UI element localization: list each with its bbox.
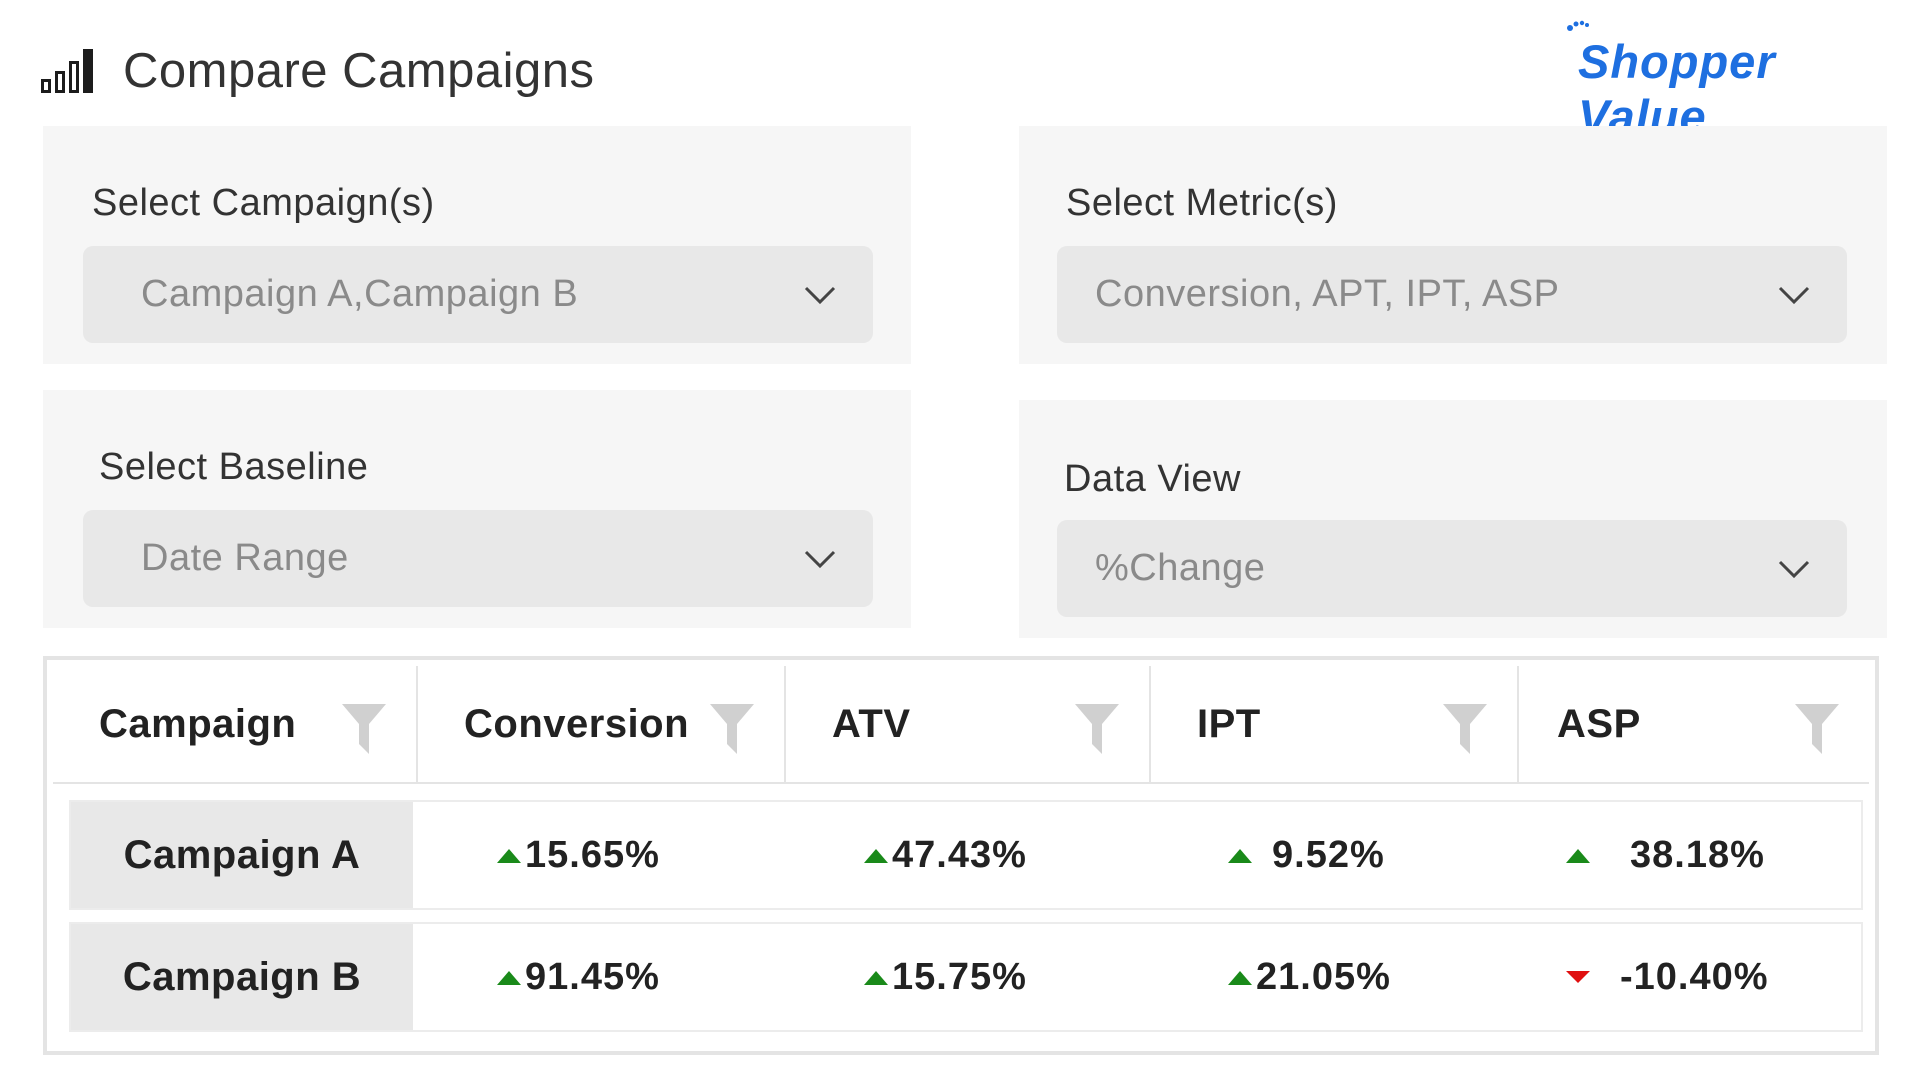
chevron-down-icon — [804, 550, 836, 568]
page-header: Compare Campaigns — [41, 38, 595, 104]
filter-icon[interactable] — [1443, 704, 1487, 754]
metric-cell-conversion: 15.65% — [497, 802, 660, 908]
metric-value: 15.75% — [892, 955, 1027, 998]
metric-value: 21.05% — [1256, 955, 1391, 998]
metric-cell-asp: 38.18% — [1566, 802, 1765, 908]
metric-value: 15.65% — [525, 833, 660, 876]
campaign-select-value: Campaign A,Campaign B — [141, 273, 579, 315]
column-header-conversion[interactable]: Conversion — [418, 666, 786, 782]
trend-up-icon — [864, 849, 888, 863]
baseline-select-value: Date Range — [141, 537, 349, 579]
trend-up-icon — [864, 971, 888, 985]
metric-select-label: Select Metric(s) — [1066, 182, 1338, 224]
bar-chart-icon — [41, 49, 93, 93]
data-view-panel: Data View %Change — [1019, 400, 1887, 638]
metric-select-value: Conversion, APT, IPT, ASP — [1095, 273, 1560, 315]
table-header: Campaign Conversion ATV IPT ASP — [53, 666, 1869, 784]
trend-up-icon — [497, 971, 521, 985]
metric-select[interactable]: Conversion, APT, IPT, ASP — [1057, 246, 1847, 343]
data-view-select-value: %Change — [1095, 547, 1266, 589]
metric-select-panel: Select Metric(s) Conversion, APT, IPT, A… — [1019, 126, 1887, 364]
metric-cell-atv: 15.75% — [864, 924, 1027, 1030]
metric-cell-asp: -10.40% — [1566, 924, 1769, 1030]
comparison-table: Campaign Conversion ATV IPT ASP Campaign… — [43, 656, 1879, 1055]
column-header-label: Campaign — [99, 701, 297, 746]
chevron-down-icon — [1778, 560, 1810, 578]
campaign-select-label: Select Campaign(s) — [92, 182, 435, 224]
metric-cell-ipt: 9.52% — [1228, 802, 1385, 908]
baseline-select[interactable]: Date Range — [83, 510, 873, 607]
filter-icon[interactable] — [1795, 704, 1839, 754]
trend-up-icon — [1566, 849, 1590, 863]
column-header-label: ATV — [832, 701, 911, 746]
row-campaign-name: Campaign A — [71, 802, 413, 908]
baseline-select-label: Select Baseline — [99, 446, 369, 488]
chevron-down-icon — [804, 286, 836, 304]
metric-value: 38.18% — [1630, 833, 1765, 876]
chevron-down-icon — [1778, 286, 1810, 304]
metric-value: 47.43% — [892, 833, 1027, 876]
campaign-select[interactable]: Campaign A,Campaign B — [83, 246, 873, 343]
column-header-asp[interactable]: ASP — [1519, 666, 1869, 782]
column-header-campaign[interactable]: Campaign — [53, 666, 418, 782]
metric-cell-atv: 47.43% — [864, 802, 1027, 908]
data-view-label: Data View — [1064, 458, 1242, 500]
shopper-value-logo: Shopper Value — [1554, 14, 1884, 143]
trend-up-icon — [1228, 971, 1252, 985]
column-header-label: ASP — [1557, 701, 1641, 746]
metric-cell-ipt: 21.05% — [1228, 924, 1391, 1030]
trend-down-icon — [1566, 971, 1590, 983]
metric-value: -10.40% — [1620, 955, 1769, 998]
baseline-select-panel: Select Baseline Date Range — [43, 390, 911, 628]
filter-icon[interactable] — [710, 704, 754, 754]
data-view-select[interactable]: %Change — [1057, 520, 1847, 617]
row-campaign-name: Campaign B — [71, 924, 413, 1030]
campaign-select-panel: Select Campaign(s) Campaign A,Campaign B — [43, 126, 911, 364]
footprint-icon — [1567, 20, 1589, 31]
table-row: Campaign B 91.45% 15.75% 21.05% -10.40% — [69, 922, 1863, 1032]
metric-value: 91.45% — [525, 955, 660, 998]
column-header-atv[interactable]: ATV — [786, 666, 1151, 782]
filter-icon[interactable] — [342, 704, 386, 754]
filter-icon[interactable] — [1075, 704, 1119, 754]
page-title: Compare Campaigns — [123, 44, 595, 98]
trend-up-icon — [1228, 849, 1252, 863]
column-header-ipt[interactable]: IPT — [1151, 666, 1519, 782]
column-header-label: Conversion — [464, 701, 690, 746]
metric-cell-conversion: 91.45% — [497, 924, 660, 1030]
trend-up-icon — [497, 849, 521, 863]
column-header-label: IPT — [1197, 701, 1261, 746]
metric-value: 9.52% — [1272, 833, 1385, 876]
table-row: Campaign A 15.65% 47.43% 9.52% 38.18% — [69, 800, 1863, 910]
